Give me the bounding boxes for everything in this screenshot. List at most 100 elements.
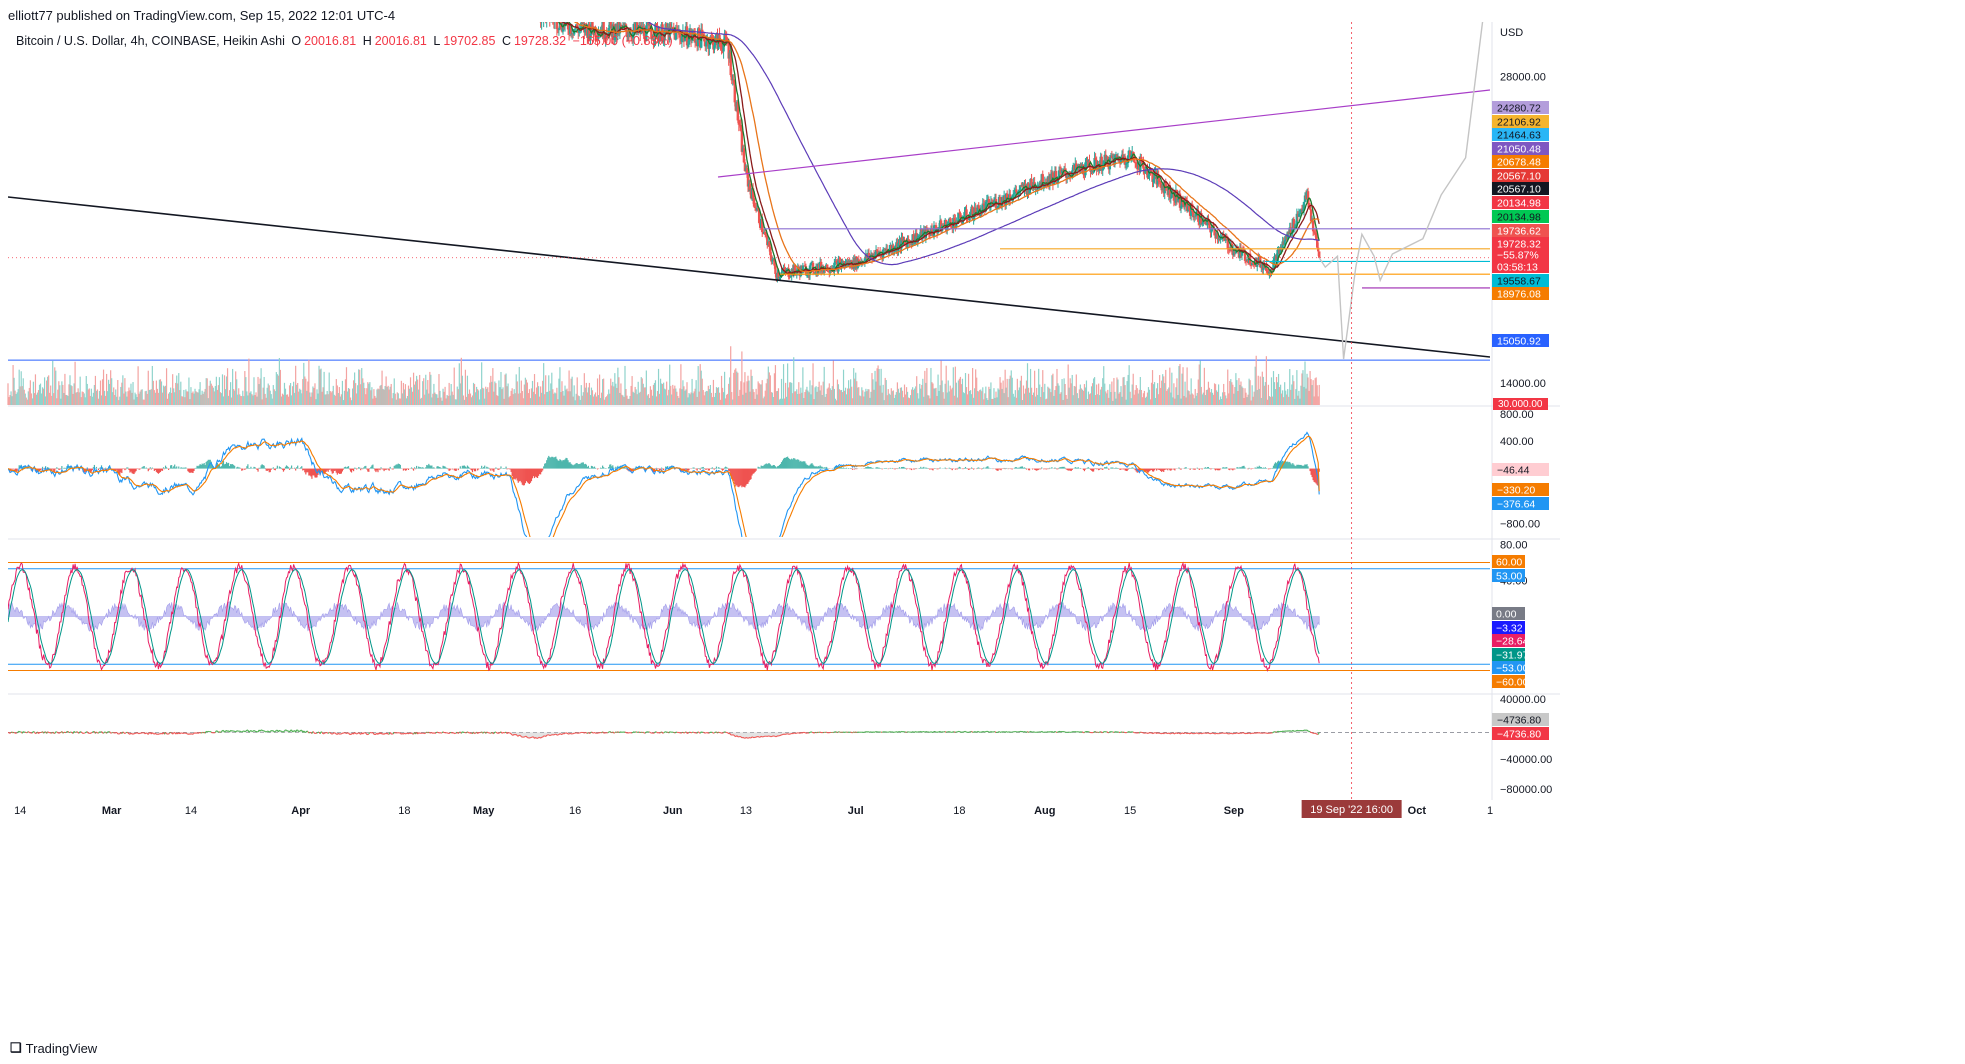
osc-line-segment: [1040, 730, 1043, 733]
macd-histogram-bar: [809, 464, 811, 469]
osc-line-segment: [1167, 732, 1170, 735]
osc-line-segment: [127, 732, 130, 735]
macd-histogram-bar: [721, 468, 724, 471]
macd-histogram-bar: [491, 468, 493, 470]
osc-line-segment: [514, 733, 517, 736]
osc-line-segment: [729, 732, 732, 736]
osc-line-segment: [1049, 731, 1052, 733]
osc-line-segment: [226, 730, 228, 732]
macd-histogram-bar: [248, 468, 250, 469]
osc-line-segment: [147, 732, 150, 735]
macd-histogram-bar: [1213, 468, 1216, 470]
macd-histogram-bar: [138, 468, 140, 470]
osc-line-segment: [204, 731, 207, 734]
macd-histogram-bar: [1201, 468, 1203, 470]
macd-histogram-bar: [808, 466, 810, 469]
osc-line-segment: [49, 732, 51, 734]
macd-histogram-bar: [50, 468, 52, 470]
macd-histogram-bar: [135, 468, 137, 472]
macd-histogram-bar: [656, 468, 659, 470]
candle-body: [1200, 213, 1203, 225]
osc-line-segment: [125, 731, 128, 734]
candle-body: [1208, 221, 1211, 229]
macd-histogram-bar: [1127, 468, 1129, 470]
macd-histogram-bar: [900, 467, 903, 469]
macd-histogram-bar: [215, 464, 217, 469]
macd-histogram-bar: [778, 464, 781, 469]
macd-histogram-bar: [232, 464, 234, 469]
osc-line-segment: [1276, 731, 1278, 733]
macd-histogram-bar: [845, 467, 848, 469]
macd-histogram-bar: [755, 468, 757, 471]
macd-histogram-bar: [724, 467, 726, 469]
osc-line-segment: [1004, 731, 1007, 733]
candle-body: [992, 200, 996, 206]
osc-line-segment: [1003, 731, 1006, 733]
osc-line-segment: [583, 732, 585, 734]
macd-histogram-bar: [187, 468, 189, 472]
candle-body: [1018, 190, 1021, 192]
macd-histogram-bar: [1284, 461, 1286, 469]
candle-body: [737, 120, 741, 125]
osc-line-segment: [133, 732, 136, 735]
macd-histogram-bar: [237, 466, 239, 469]
macd-histogram-bar: [1133, 468, 1135, 470]
candle-body: [789, 276, 792, 278]
macd-histogram-bar: [376, 468, 378, 471]
candle-body: [669, 23, 672, 29]
macd-histogram-bar: [273, 468, 275, 470]
candle-body: [984, 201, 988, 212]
osc-line-segment: [801, 732, 804, 734]
osc-line-segment: [1229, 732, 1232, 735]
osc-line-segment: [27, 731, 30, 733]
osc-line-segment: [723, 731, 725, 733]
macd-histogram-bar: [923, 466, 925, 469]
macd-histogram-bar: [802, 461, 804, 469]
macd-histogram-bar: [877, 467, 879, 469]
macd-histogram-bar: [720, 468, 723, 470]
macd-histogram-bar: [764, 464, 766, 469]
candle-body: [969, 212, 972, 216]
macd-histogram-bar: [303, 468, 305, 471]
osc-line-segment: [199, 732, 202, 734]
macd-histogram-bar: [315, 468, 317, 478]
osc-line-segment: [515, 734, 518, 737]
osc-line-segment: [624, 731, 627, 734]
macd-histogram-bar: [757, 466, 759, 469]
macd-histogram-bar: [125, 468, 127, 470]
macd-histogram-bar: [625, 467, 627, 469]
macd-histogram-bar: [852, 468, 854, 470]
macd-histogram-bar: [1174, 468, 1176, 471]
candle-body: [542, 8, 544, 20]
candle-body: [1092, 170, 1095, 173]
macd-histogram-bar: [985, 467, 987, 469]
macd-histogram-bar: [718, 467, 721, 469]
macd-histogram-bar: [1036, 468, 1038, 471]
macd-histogram-bar: [1104, 467, 1106, 469]
macd-histogram-bar: [814, 466, 816, 469]
macd-histogram-bar: [578, 463, 580, 469]
macd-histogram-bar: [1056, 468, 1058, 470]
macd-histogram-bar: [826, 467, 828, 469]
macd-histogram-bar: [962, 468, 965, 470]
candle-body: [535, 0, 537, 3]
macd-histogram-bar: [276, 465, 278, 469]
osc-line-segment: [297, 729, 300, 732]
macd-histogram-bar: [302, 468, 304, 471]
candle-body: [995, 207, 999, 209]
macd-histogram-bar: [391, 468, 393, 470]
macd-histogram-bar: [466, 465, 469, 469]
osc-line-segment: [780, 734, 782, 736]
macd-histogram-bar: [531, 468, 534, 479]
macd-histogram-bar: [197, 466, 199, 469]
macd-histogram-bar: [1250, 468, 1252, 470]
macd-histogram-bar: [1206, 467, 1209, 469]
osc-line-segment: [736, 735, 739, 738]
osc-line-segment: [450, 731, 453, 734]
macd-histogram-bar: [1208, 468, 1211, 469]
osc-line-segment: [316, 731, 319, 734]
osc-line-segment: [56, 731, 59, 734]
macd-histogram-bar: [741, 468, 743, 488]
macd-histogram-bar: [1135, 468, 1137, 472]
